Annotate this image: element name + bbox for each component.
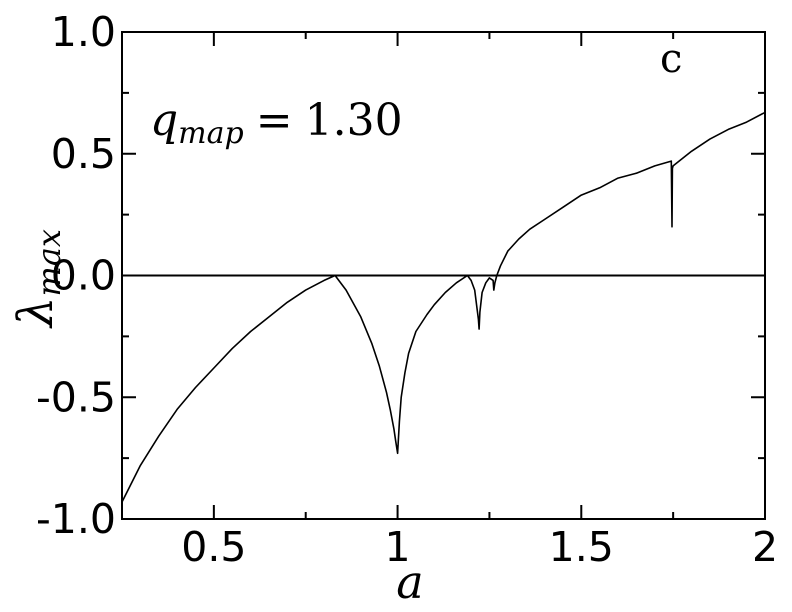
y-axis-symbol: λ: [8, 297, 64, 329]
annotation-value: 1.30: [305, 95, 403, 146]
lambda-max-series-line: [121, 111, 766, 503]
annotation-symbol: q: [150, 95, 178, 146]
x-axis-title: a: [396, 555, 423, 609]
y-axis-subscript: max: [30, 229, 68, 296]
x-tick-labels: 0.5 1 1.5 2: [181, 523, 778, 571]
y-tick-label: 0.0: [51, 252, 116, 300]
y-tick-label: -0.5: [36, 373, 116, 421]
y-axis-title: λmax: [8, 229, 68, 329]
x-tick-label: 1: [385, 523, 411, 571]
series-group: [121, 111, 766, 503]
y-tick-labels: -1.0 -0.5 0.0 0.5 1.0: [36, 8, 116, 543]
panel-label: c: [660, 36, 682, 82]
annotation-subscript: map: [178, 116, 244, 151]
plot-frame: [121, 31, 766, 520]
x-tick-label: 0.5: [181, 523, 246, 571]
annotation-equals: =: [256, 95, 293, 146]
q-map-annotation: qmap = 1.30: [150, 95, 403, 151]
x-tick-label: 1.5: [549, 523, 614, 571]
y-tick-label: 1.0: [51, 8, 116, 56]
x-tick-label: 2: [752, 523, 778, 571]
y-tick-label: -1.0: [36, 495, 116, 543]
y-tick-label: 0.5: [51, 130, 116, 178]
